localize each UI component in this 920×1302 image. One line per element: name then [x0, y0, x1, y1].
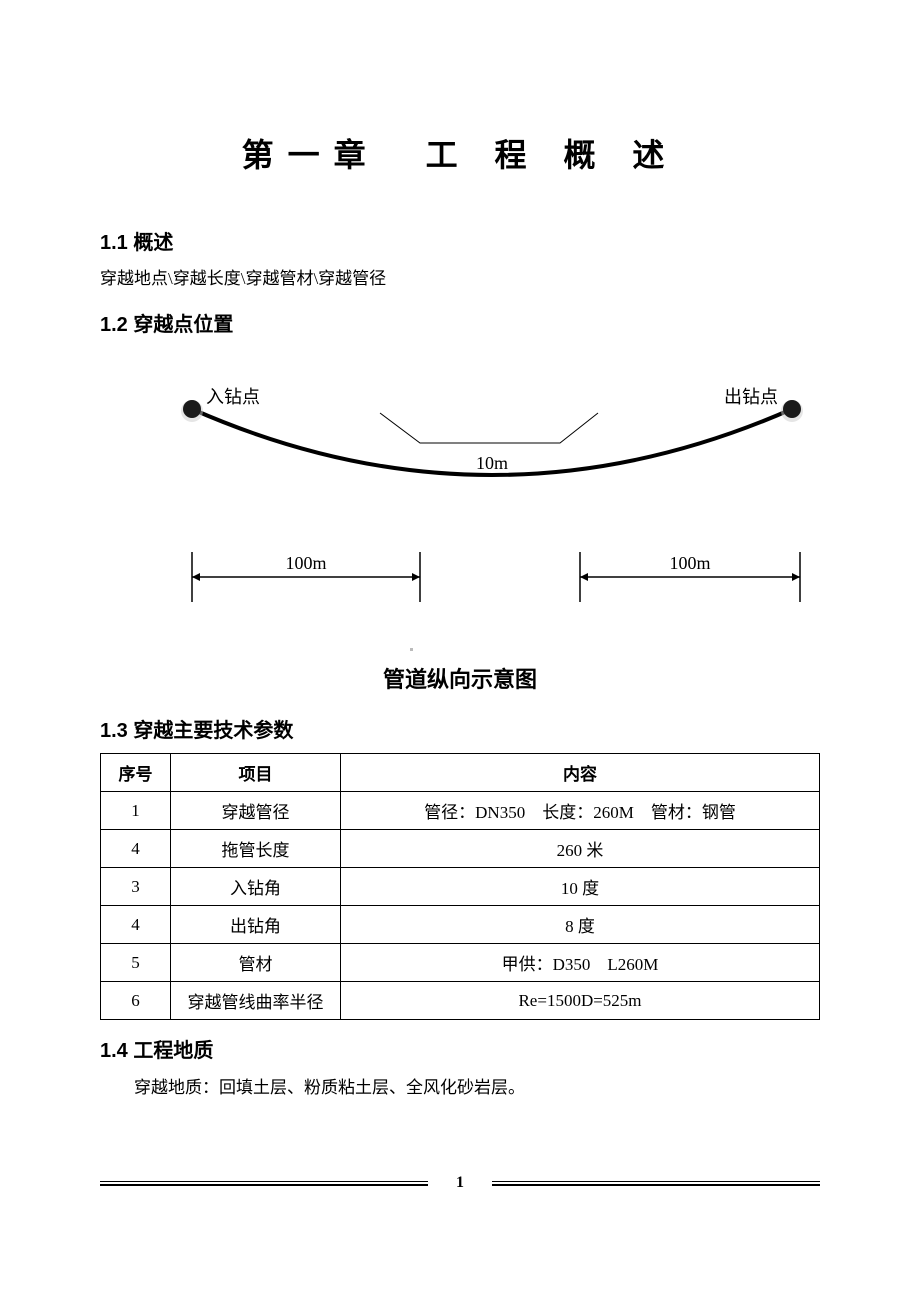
- table-cell-item: 穿越管径: [171, 792, 341, 830]
- left-distance-label: 100m: [285, 553, 326, 573]
- table-cell-content: 8 度: [341, 906, 820, 944]
- header-seq: 序号: [101, 754, 171, 792]
- section-1-4-text: 穿越地质：回填土层、粉质粘土层、全风化砂岩层。: [100, 1073, 820, 1104]
- table-cell-item: 出钻角: [171, 906, 341, 944]
- river-cross-section: [380, 413, 598, 443]
- table-cell-seq: 4: [101, 830, 171, 868]
- table-cell-item: 入钻角: [171, 868, 341, 906]
- table-cell-seq: 4: [101, 906, 171, 944]
- parameters-table: 序号 项目 内容 1穿越管径管径：DN350 长度：260M 管材：钢管4拖管长…: [100, 753, 820, 1020]
- section-1-1-text: 穿越地点\穿越长度\穿越管材\穿越管径: [100, 265, 820, 292]
- table-cell-content: 管径：DN350 长度：260M 管材：钢管: [341, 792, 820, 830]
- table-cell-seq: 3: [101, 868, 171, 906]
- section-1-3-heading: 1.3 穿越主要技术参数: [100, 714, 820, 743]
- table-cell-item: 管材: [171, 944, 341, 982]
- table-cell-content: 甲供：D350 L260M: [341, 944, 820, 982]
- section-1-4-heading: 1.4 工程地质: [100, 1034, 820, 1063]
- header-content: 内容: [341, 754, 820, 792]
- table-cell-seq: 1: [101, 792, 171, 830]
- table-cell-content: 10 度: [341, 868, 820, 906]
- right-distance-label: 100m: [669, 553, 710, 573]
- footer-right-lines: [492, 1181, 820, 1186]
- page-number: 1: [448, 1174, 472, 1192]
- table-cell-item: 拖管长度: [171, 830, 341, 868]
- table-cell-item: 穿越管线曲率半径: [171, 982, 341, 1020]
- figure-caption: 管道纵向示意图: [100, 662, 820, 694]
- footer-left-lines: [100, 1181, 428, 1186]
- table-row: 4出钻角8 度: [101, 906, 820, 944]
- table-row: 4拖管长度260 米: [101, 830, 820, 868]
- entry-dot: [183, 400, 201, 418]
- table-row: 3入钻角10 度: [101, 868, 820, 906]
- pipeline-svg: 入钻点 出钻点 10m 100m 100m: [100, 367, 820, 627]
- exit-label: 出钻点: [724, 387, 778, 407]
- entry-label: 入钻点: [206, 387, 260, 407]
- stray-mark: [410, 648, 413, 651]
- exit-dot: [783, 400, 801, 418]
- pipeline-diagram: 入钻点 出钻点 10m 100m 100m: [100, 367, 820, 632]
- section-1-2-heading: 1.2 穿越点位置: [100, 308, 820, 337]
- header-item: 项目: [171, 754, 341, 792]
- table-cell-content: Re=1500D=525m: [341, 982, 820, 1020]
- section-1-1-heading: 1.1 概述: [100, 226, 820, 255]
- depth-label: 10m: [476, 453, 508, 473]
- chapter-title: 第一章 工 程 概 述: [100, 130, 820, 176]
- table-row: 5管材甲供：D350 L260M: [101, 944, 820, 982]
- table-cell-content: 260 米: [341, 830, 820, 868]
- table-row: 6穿越管线曲率半径Re=1500D=525m: [101, 982, 820, 1020]
- table-row: 1穿越管径管径：DN350 长度：260M 管材：钢管: [101, 792, 820, 830]
- table-cell-seq: 6: [101, 982, 171, 1020]
- page-footer: 1: [100, 1174, 820, 1192]
- table-cell-seq: 5: [101, 944, 171, 982]
- table-header-row: 序号 项目 内容: [101, 754, 820, 792]
